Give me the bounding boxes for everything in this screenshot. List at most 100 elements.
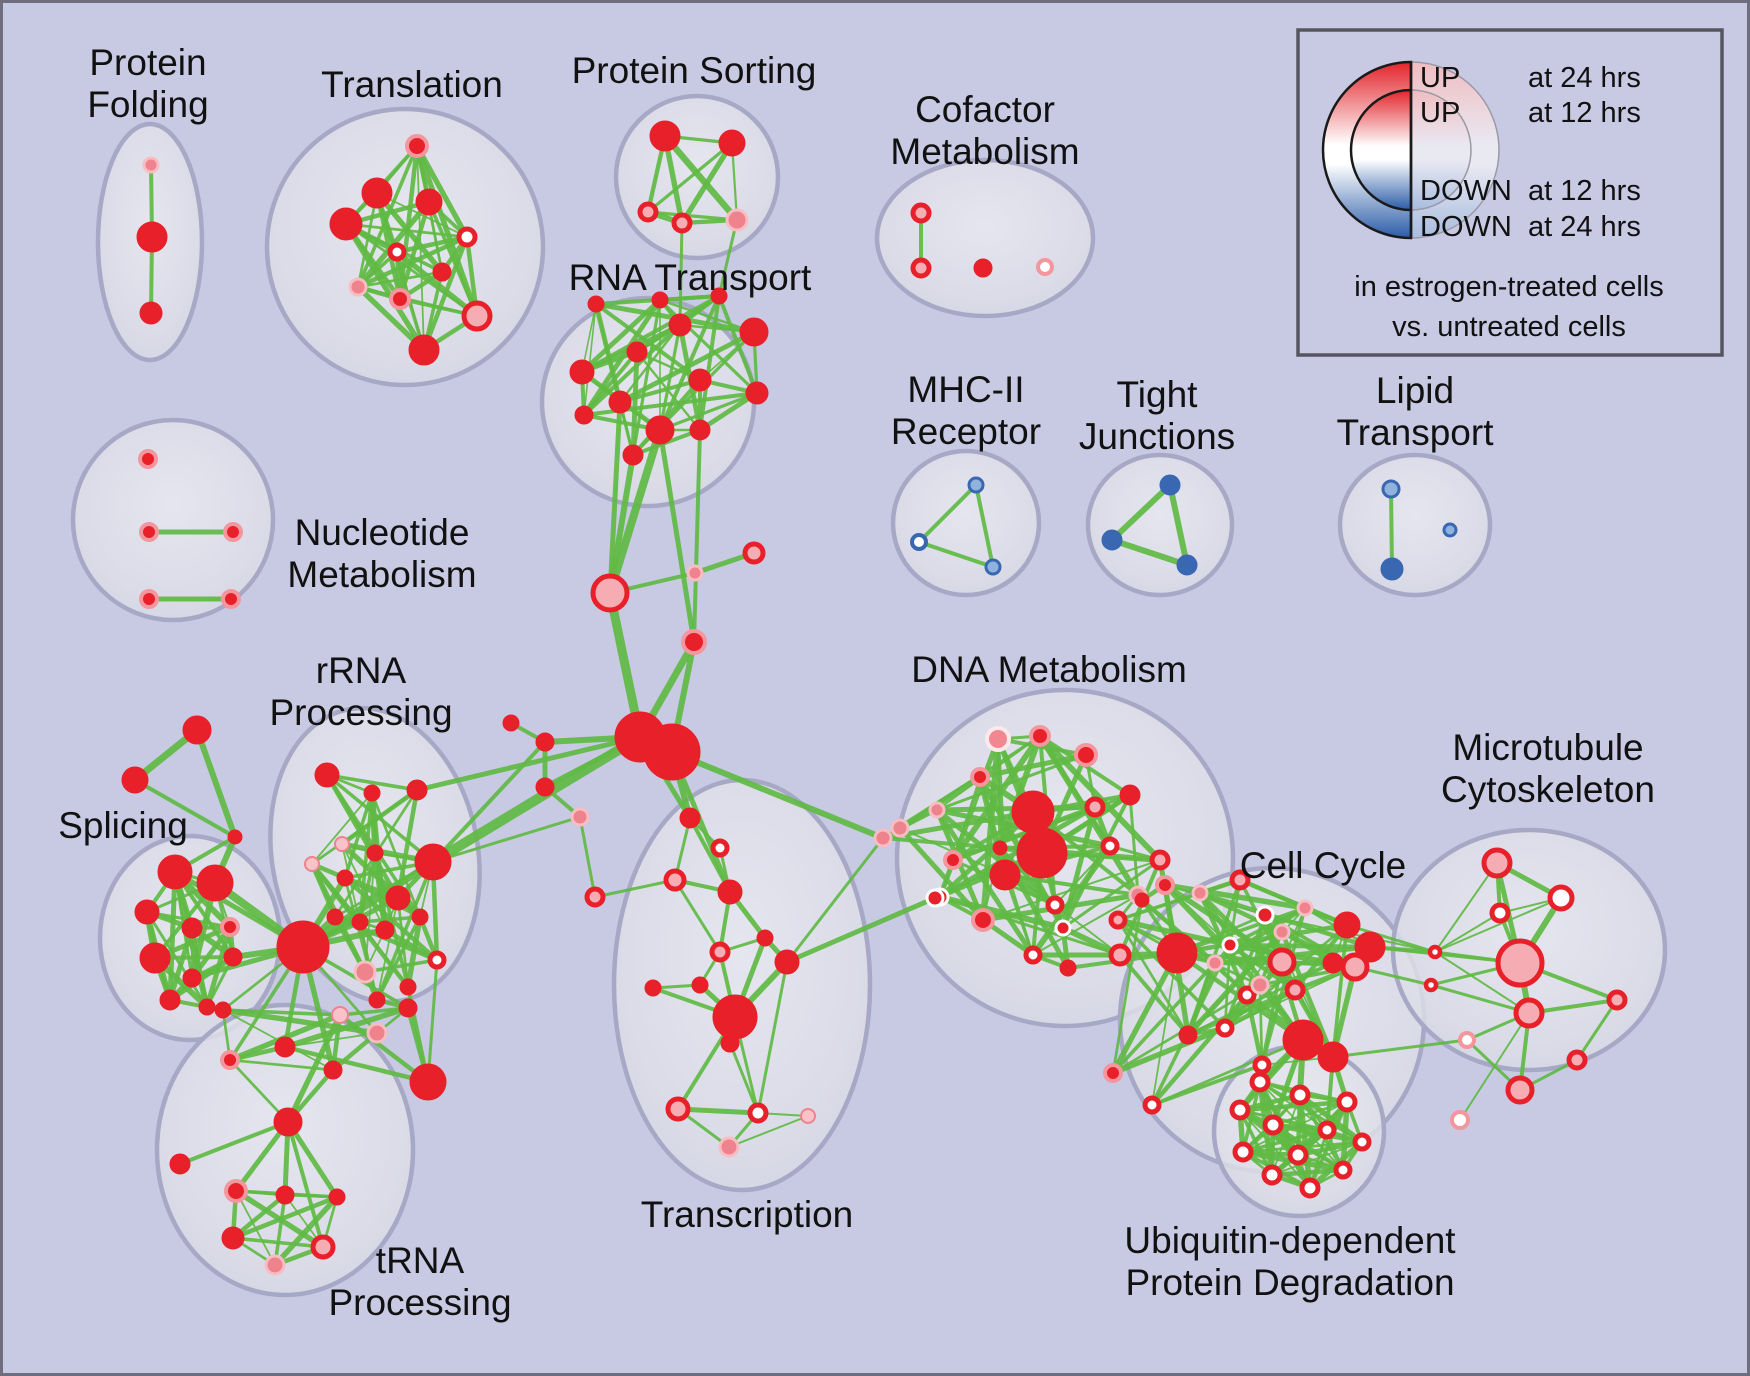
gene-node-translation (361, 177, 393, 209)
gene-node-transcription (644, 979, 662, 997)
gene-node-ubiquitin (1287, 1144, 1309, 1166)
gene-node-rrna (406, 779, 428, 801)
cluster-ellipse-lipid (1337, 452, 1493, 598)
gene-node-rna-transport (739, 317, 769, 347)
gene-node-transcription (679, 807, 701, 829)
gene-node-rrna (353, 960, 377, 984)
gene-node-bridge (276, 920, 330, 974)
gene-node-ubiquitin (1299, 1177, 1321, 1199)
gene-node-protein-sorting (725, 208, 749, 232)
network-edge (363, 958, 439, 974)
network-edge (405, 914, 423, 990)
gene-node-rrna (368, 991, 386, 1009)
network-edge (272, 1194, 340, 1268)
network-edge (167, 954, 236, 1003)
network-edge (658, 294, 721, 432)
network-edge (1110, 950, 1180, 1076)
network-edge (1151, 952, 1178, 1106)
gene-node-dna (1100, 836, 1120, 856)
network-edge (934, 807, 1036, 958)
network-edge (594, 302, 702, 382)
cluster-label-mhc: MHC-II Receptor (891, 369, 1041, 452)
network-edge (1175, 906, 1307, 955)
gene-node-dna (1084, 796, 1106, 818)
gene-node-microtubule (1566, 1049, 1588, 1071)
gene-node-translation (389, 288, 411, 310)
network-edge (1331, 1038, 1469, 1059)
gene-node-splicing (134, 899, 160, 925)
network-edge (426, 958, 439, 1084)
gene-node-rrna (334, 836, 350, 852)
gene-node-transcription (691, 976, 709, 994)
gene-node-trna (264, 1254, 286, 1276)
gene-node-bridge (409, 1063, 447, 1101)
network-edge (375, 915, 422, 1002)
gene-node-dna (1045, 895, 1065, 915)
gene-node-dna (1149, 849, 1171, 871)
cluster-label-microtubule: Microtubule Cytoskeleton (1441, 727, 1655, 810)
gene-node-rrna (375, 920, 395, 940)
gene-node-ubiquitin (1289, 1084, 1311, 1106)
network-edge (785, 836, 885, 964)
network-edge (1434, 862, 1498, 953)
gene-node-transcription (717, 879, 743, 905)
network-edge (1032, 894, 1139, 956)
gene-node-ubiquitin (1317, 1120, 1337, 1140)
cluster-ellipse-nucleotide (70, 417, 276, 623)
cluster-label-translation: Translation (321, 64, 503, 105)
gene-node-splicing (159, 989, 181, 1011)
gene-node-rna-transport (688, 368, 712, 392)
network-edge (658, 294, 721, 302)
network-edge (1030, 843, 1113, 958)
gene-node-trna (310, 1234, 336, 1260)
network-edge (688, 816, 732, 894)
network-edge (1434, 951, 1530, 1014)
network-edge (950, 804, 1098, 863)
network-edge (582, 323, 682, 417)
gene-node-backbone (742, 541, 766, 565)
gene-node-cell-cycle (1333, 911, 1361, 939)
gene-node-translation (405, 134, 429, 158)
gene-node-backbone (570, 807, 590, 827)
gene-node-mhc (984, 558, 1002, 576)
gene-node-rrna (314, 762, 340, 788)
gene-node-dna (890, 818, 910, 838)
gene-node-tight (1159, 474, 1181, 496)
network-edge (343, 221, 427, 353)
gene-node-dna (943, 850, 963, 870)
network-edge (698, 294, 721, 432)
network-edge (1389, 487, 1394, 571)
gene-node-translation (387, 242, 407, 262)
network-edge (431, 815, 582, 864)
network-edge (428, 732, 645, 867)
gene-node-microtubule (1513, 997, 1545, 1029)
gene-node-transcription (718, 1136, 740, 1158)
gene-node-dna (971, 908, 995, 932)
gene-node-trna (221, 1226, 245, 1250)
gene-node-backbone (535, 732, 555, 752)
network-edge (356, 270, 444, 289)
cluster-ellipse-cofactor (874, 157, 1096, 319)
gene-node-cell-cycle (1178, 1025, 1198, 1045)
legend-direction-label: UP (1420, 62, 1460, 94)
network-edge (1228, 878, 1242, 947)
network-edge (194, 727, 238, 840)
gene-node-ubiquitin (1352, 1132, 1372, 1152)
gene-node-dna (1059, 959, 1077, 977)
gene-node-transcription (774, 949, 800, 975)
network-edge (578, 815, 597, 899)
gene-node-ubiquitin (1336, 1091, 1358, 1113)
network-edge (282, 1044, 431, 1085)
legend-caption-line: vs. untreated cells (1392, 311, 1626, 343)
gene-node-rna-transport (668, 313, 692, 337)
network-edge (673, 878, 722, 954)
gene-node-cell-cycle (1229, 869, 1251, 891)
network-edge (784, 895, 938, 965)
gene-node-backbone (121, 766, 149, 794)
gene-node-dna (1074, 743, 1098, 767)
gene-node-ubiquitin (1229, 1099, 1251, 1121)
gene-node-rna-transport (645, 415, 675, 445)
gene-node-rna-transport (626, 341, 648, 363)
gene-node-ubiquitin (1333, 1160, 1353, 1180)
network-edge (607, 399, 623, 596)
